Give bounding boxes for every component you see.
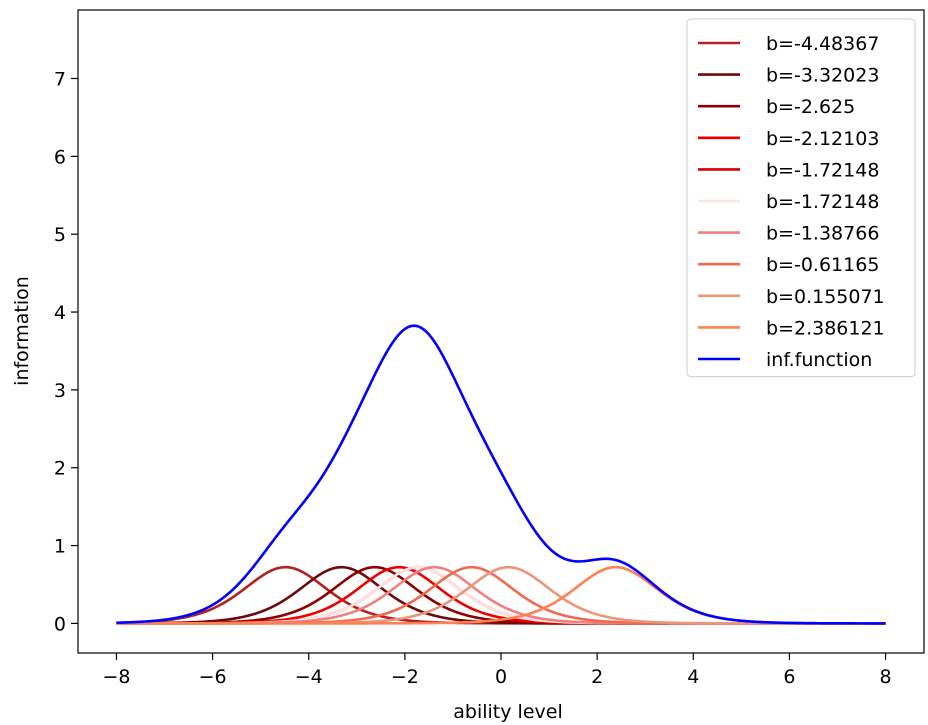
y-tick-label: 1 [54, 536, 66, 558]
legend-label: b=-2.625 [766, 96, 855, 118]
x-tick-label: 2 [591, 666, 603, 688]
y-tick-label: 4 [54, 302, 66, 324]
x-tick-label: 6 [783, 666, 795, 688]
y-tick-label: 5 [54, 224, 66, 246]
legend-label: b=-3.32023 [766, 65, 879, 87]
series-line-3 [116, 565, 886, 625]
series-line-1 [116, 565, 886, 625]
x-tick-label: 4 [687, 666, 699, 688]
series-line-2 [116, 565, 886, 625]
x-tick-label: −2 [391, 666, 419, 688]
plot-lines [116, 324, 886, 625]
information-function-line [116, 324, 886, 625]
y-tick-label: 2 [54, 458, 66, 480]
x-tick-label: −8 [102, 666, 130, 688]
series-line-5 [116, 565, 886, 625]
y-tick-label: 7 [54, 69, 66, 91]
x-tick-label: −4 [295, 666, 323, 688]
x-tick-label: −6 [199, 666, 227, 688]
legend-label: b=-1.72148 [766, 191, 879, 213]
legend-label: inf.function [766, 349, 872, 371]
series-line-10 [116, 565, 886, 625]
legend-label: b=-0.61165 [766, 254, 879, 276]
y-axis: 0 1 2 3 4 5 6 7 [54, 69, 78, 635]
x-tick-label: 8 [879, 666, 891, 688]
legend-label: b=0.155071 [766, 286, 885, 308]
series-line-7 [116, 565, 886, 625]
y-tick-label: 0 [54, 613, 66, 635]
series-line-8 [116, 565, 886, 625]
x-axis: −8 −6 −4 −2 0 2 4 6 8 [102, 653, 892, 688]
series-line-9 [116, 565, 886, 625]
legend-label: b=-4.48367 [766, 33, 879, 55]
x-tick-label: 0 [495, 666, 507, 688]
y-tick-label: 3 [54, 380, 66, 402]
y-tick-label: 6 [54, 146, 66, 168]
y-axis-label: information [11, 276, 33, 386]
series-line-4 [116, 565, 886, 625]
legend-box [686, 18, 916, 378]
legend-label: b=2.386121 [766, 317, 885, 339]
legend-label: b=-1.72148 [766, 159, 879, 181]
series-line-6 [116, 565, 886, 625]
x-axis-label: ability level [453, 701, 562, 723]
legend-label: b=-1.38766 [766, 223, 879, 245]
legend-label: b=-2.12103 [766, 128, 879, 150]
legend: b=-4.48367 b=-3.32023 b=-2.625 b=-2.12103 b=… [686, 18, 916, 378]
